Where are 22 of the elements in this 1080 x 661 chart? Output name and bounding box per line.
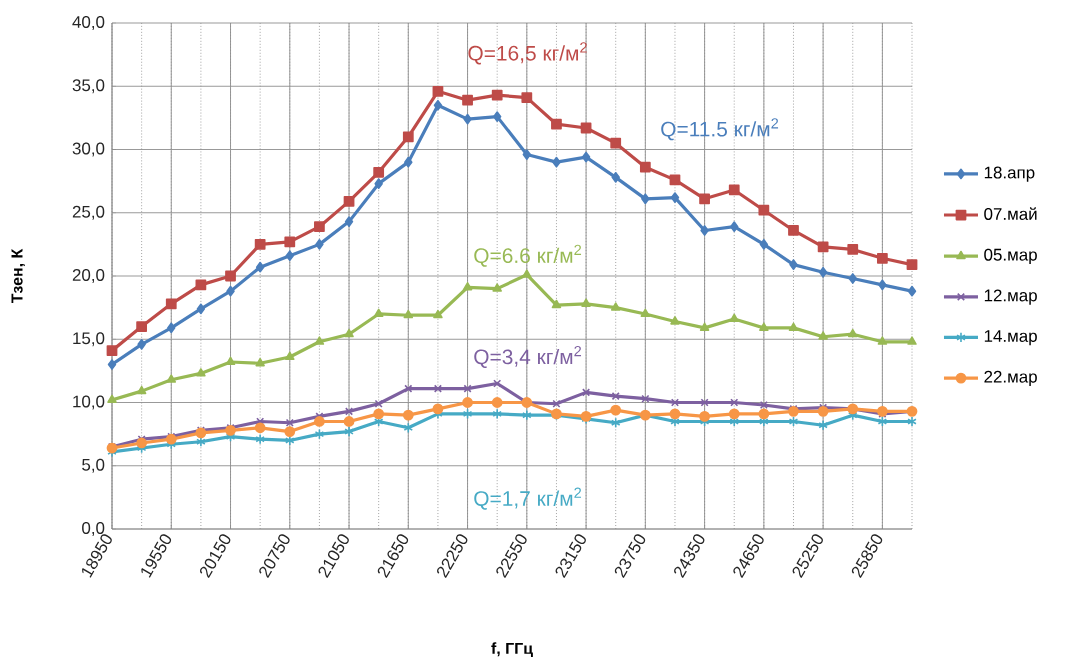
y-axis-title: Тзен, К bbox=[11, 248, 25, 304]
y-tick-label: 25,0 bbox=[72, 205, 105, 220]
y-tick-label: 35,0 bbox=[72, 79, 105, 94]
y-tick-label: 10,0 bbox=[73, 395, 105, 410]
legend-label: 18.апр bbox=[984, 166, 1035, 182]
annotation: Q=1,7 кг/м$^{2}$ bbox=[474, 487, 582, 510]
x-axis-title: f, ГГц bbox=[491, 642, 533, 658]
y-tick-label: 40,0 bbox=[72, 16, 105, 30]
legend-label: 07.май bbox=[984, 207, 1037, 220]
y-tick-label: 5,0 bbox=[82, 458, 105, 473]
y-tick-label: 30,0 bbox=[72, 142, 105, 157]
legend-label: 05.мар bbox=[984, 248, 1037, 265]
y-tick-label: 15,0 bbox=[73, 332, 105, 347]
annotation: Q=3,4 кг/м$^{2}$ bbox=[474, 345, 582, 368]
annotation: Q=16,5 кг/м$^{2}$ bbox=[468, 42, 587, 65]
y-tick-label: 0,0 bbox=[82, 522, 105, 536]
annotation: Q=6.6 кг/м$^{2}$ bbox=[474, 244, 582, 267]
legend-label: 12.мар bbox=[984, 289, 1037, 305]
annotation: Q=11.5 кг/м$^{2}$ bbox=[661, 118, 779, 141]
legend-label: 22.мар bbox=[984, 370, 1037, 386]
y-tick-label: 20,0 bbox=[72, 269, 105, 283]
legend-label: 14.мар bbox=[984, 330, 1037, 346]
